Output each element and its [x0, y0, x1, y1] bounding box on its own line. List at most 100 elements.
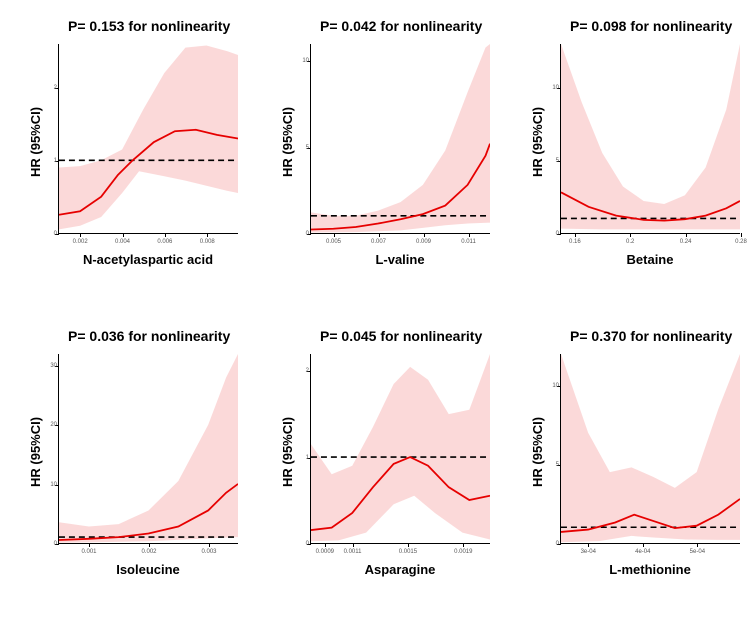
x-tick — [469, 233, 470, 237]
x-tick-label: 0.0019 — [454, 549, 472, 555]
x-tick-label: 0.16 — [569, 239, 581, 245]
x-axis-label: Isoleucine — [58, 562, 238, 577]
x-tick — [686, 233, 687, 237]
y-tick-label: 20 — [43, 422, 57, 428]
x-tick-label: 0.003 — [201, 549, 216, 555]
x-tick — [325, 543, 326, 547]
plot-svg — [59, 354, 238, 543]
x-tick-label: 0.002 — [73, 239, 88, 245]
x-tick-label: 5e-04 — [690, 549, 705, 555]
ci-band — [561, 44, 740, 229]
y-axis-label: HR (95%CI) — [28, 107, 43, 177]
x-tick-label: 0.004 — [115, 239, 130, 245]
y-tick-label: 0 — [295, 231, 309, 237]
x-tick — [334, 233, 335, 237]
x-tick-label: 0.007 — [371, 239, 386, 245]
x-axis-label: Betaine — [560, 252, 740, 267]
x-tick-label: 0.005 — [326, 239, 341, 245]
y-axis-label: HR (95%CI) — [280, 417, 295, 487]
y-tick-label: 0 — [545, 231, 559, 237]
x-tick — [697, 543, 698, 547]
x-tick-label: 0.002 — [141, 549, 156, 555]
x-tick-label: 4e-04 — [635, 549, 650, 555]
plot-area: 3e-044e-045e-040510 — [560, 354, 740, 544]
x-tick — [149, 543, 150, 547]
y-tick-label: 2 — [295, 368, 309, 374]
x-tick-label: 3e-04 — [581, 549, 596, 555]
y-tick-label: 0 — [545, 541, 559, 547]
ci-band — [311, 354, 490, 541]
y-tick-label: 5 — [545, 158, 559, 164]
y-tick-label: 0 — [43, 541, 57, 547]
x-tick-label: 0.24 — [680, 239, 692, 245]
plot-svg — [59, 44, 238, 233]
p-value-text: P= 0.153 for nonlinearity — [68, 18, 230, 34]
y-tick-label: 2 — [43, 85, 57, 91]
panel-valine: P= 0.042 for nonlinearity HR (95%CI) L-val… — [272, 10, 502, 290]
x-tick — [209, 543, 210, 547]
panel-isoleucine: P= 0.036 for nonlinearity HR (95%CI) Isole… — [20, 320, 250, 600]
plot-svg — [311, 354, 490, 543]
y-tick-label: 1 — [295, 455, 309, 461]
y-tick-label: 30 — [43, 363, 57, 369]
x-tick — [165, 233, 166, 237]
x-tick — [575, 233, 576, 237]
x-tick — [643, 543, 644, 547]
x-tick — [379, 233, 380, 237]
y-axis-label: HR (95%CI) — [28, 417, 43, 487]
panel-naa: P= 0.153 for nonlinearity HR (95%CI) N-ace… — [20, 10, 250, 290]
x-tick — [123, 233, 124, 237]
plot-svg — [311, 44, 490, 233]
x-tick-label: 0.28 — [735, 239, 747, 245]
plot-svg — [561, 44, 740, 233]
x-tick — [408, 543, 409, 547]
y-axis-label: HR (95%CI) — [530, 417, 545, 487]
p-value-text: P= 0.036 for nonlinearity — [68, 328, 230, 344]
x-tick-label: 0.2 — [626, 239, 634, 245]
plot-area: 0.00090.00110.00150.0019012 — [310, 354, 490, 544]
ci-band — [561, 354, 740, 542]
y-tick-label: 10 — [545, 85, 559, 91]
y-tick-label: 5 — [295, 145, 309, 151]
x-tick — [424, 233, 425, 237]
plot-area: 0.160.20.240.280510 — [560, 44, 740, 234]
y-tick-label: 10 — [43, 482, 57, 488]
panel-asparagine: P= 0.045 for nonlinearityHR (95%CI)Aspar… — [272, 320, 502, 600]
p-value-text: P= 0.098 for nonlinearity — [570, 18, 732, 34]
ci-band — [59, 45, 238, 229]
x-tick — [89, 543, 90, 547]
x-tick — [741, 233, 742, 237]
x-tick-label: 0.009 — [416, 239, 431, 245]
x-tick — [463, 543, 464, 547]
ci-band — [311, 44, 490, 233]
x-tick-label: 0.001 — [81, 549, 96, 555]
x-tick-label: 0.011 — [461, 239, 476, 245]
x-tick-label: 0.006 — [157, 239, 172, 245]
plot-area: 0.0020.0040.0060.008012 — [58, 44, 238, 234]
y-tick-label: 1 — [43, 158, 57, 164]
x-tick — [353, 543, 354, 547]
x-tick-label: 0.0011 — [344, 549, 362, 555]
p-value-text: P= 0.042 for nonlinearity — [320, 18, 482, 34]
y-axis-label: HR (95%CI) — [280, 107, 295, 177]
panel-betaine: P= 0.098 for nonlinearity HR (95%CI) Betai… — [522, 10, 752, 290]
x-axis-label: L-valine — [310, 252, 490, 267]
y-tick-label: 5 — [545, 462, 559, 468]
y-tick-label: 0 — [43, 231, 57, 237]
x-tick — [207, 233, 208, 237]
plot-area: 0.0050.0070.0090.0110510 — [310, 44, 490, 234]
y-axis-label: HR (95%CI) — [530, 107, 545, 177]
x-axis-label: N-acetylaspartic acid — [58, 252, 238, 267]
plot-svg — [561, 354, 740, 543]
ci-band — [59, 354, 238, 543]
plot-area: 0.0010.0020.0030102030 — [58, 354, 238, 544]
y-tick-label: 10 — [545, 383, 559, 389]
x-tick-label: 0.0009 — [316, 549, 334, 555]
panel-methionine: P= 0.370 for nonlinearity HR (95%CI) L-met… — [522, 320, 752, 600]
x-tick-label: 0.008 — [200, 239, 215, 245]
spline-hr-figure: P= 0.153 for nonlinearity HR (95%CI) N-ace… — [0, 0, 754, 619]
x-axis-label: L-methionine — [560, 562, 740, 577]
p-value-text: P= 0.370 for nonlinearity — [570, 328, 732, 344]
x-tick — [80, 233, 81, 237]
x-axis-label: Asparagine — [310, 562, 490, 577]
